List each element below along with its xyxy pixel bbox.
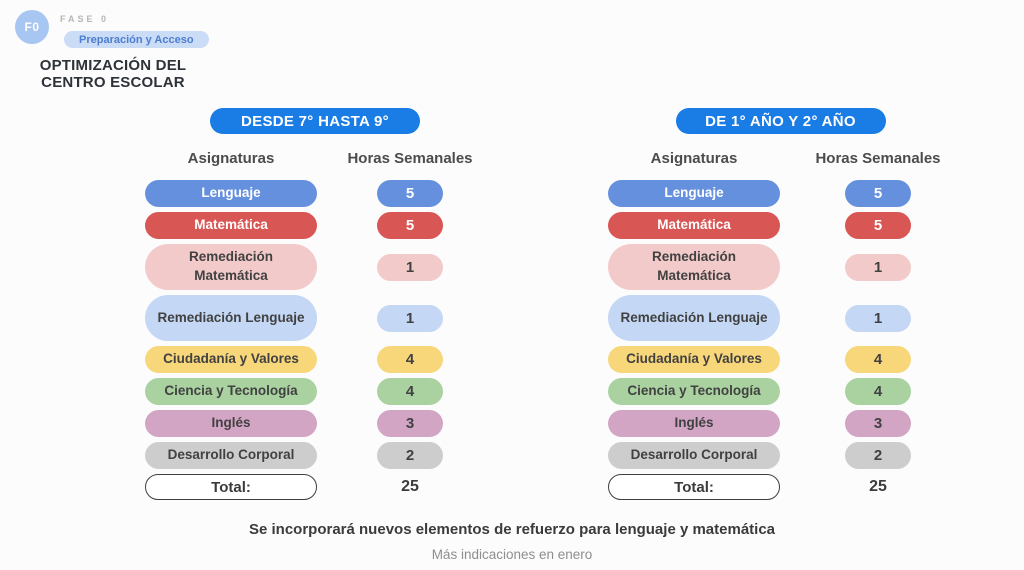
subject-pill: Lenguaje (145, 180, 317, 207)
column-headers: Asignaturas Horas Semanales (145, 150, 485, 167)
subject-pill: Lenguaje (608, 180, 780, 207)
subject-pill: Ciencia y Tecnología (608, 378, 780, 405)
hours-pill: 3 (377, 410, 443, 437)
table-rows: Lenguaje 5 Matemática 5 Remediación Matemáti… (145, 180, 485, 500)
hours-cell: 3 (335, 410, 485, 437)
subject-pill: Matemática (145, 212, 317, 239)
hours-cell: 5 (335, 212, 485, 239)
hours-pill: 2 (377, 442, 443, 469)
total-value: 25 (869, 478, 887, 495)
table-row: Remediación Lenguaje 1 (608, 295, 953, 341)
total-label-pill: Total: (145, 474, 317, 500)
hours-cell: 5 (803, 180, 953, 207)
hours-cell: 1 (335, 304, 485, 332)
hours-pill: 4 (377, 346, 443, 373)
column-header-asignaturas: Asignaturas (650, 150, 738, 167)
schedule-table-7-to-9: DESDE 7° HASTA 9° Asignaturas Horas Sema… (145, 108, 485, 500)
column-headers: Asignaturas Horas Semanales (608, 150, 953, 167)
total-hours-cell: 25 (335, 478, 485, 496)
hours-cell: 2 (335, 442, 485, 469)
subject-pill: Remediación Matemática (608, 244, 780, 290)
subject-pill: Remediación Lenguaje (608, 295, 780, 341)
total-hours-cell: 25 (803, 478, 953, 496)
subject-pill: Ciencia y Tecnología (145, 378, 317, 405)
table-row: Ciudadanía y Valores 4 (608, 346, 953, 373)
hours-pill: 4 (377, 378, 443, 405)
hours-cell: 4 (335, 346, 485, 373)
hours-pill: 5 (845, 180, 911, 207)
hours-pill: 1 (845, 253, 911, 281)
table-row: Matemática 5 (608, 212, 953, 239)
hours-pill: 1 (377, 253, 443, 281)
column-header-horas-semanales: Horas Semanales (815, 150, 941, 167)
footer-note: Se incorporará nuevos elementos de refue… (248, 521, 776, 538)
subject-pill: Desarrollo Corporal (145, 442, 317, 469)
table-row: Desarrollo Corporal 2 (608, 442, 953, 469)
subject-pill: Inglés (608, 410, 780, 437)
table-header-pill: DESDE 7° HASTA 9° (210, 108, 420, 134)
hours-cell: 1 (335, 253, 485, 281)
subject-pill: Remediación Matemática (145, 244, 317, 290)
hours-cell: 3 (803, 410, 953, 437)
hours-pill: 4 (845, 378, 911, 405)
column-header-horas-semanales: Horas Semanales (347, 150, 473, 167)
table-header-pill: DE 1° AÑO Y 2° AÑO (675, 108, 886, 134)
subject-pill: Inglés (145, 410, 317, 437)
page-title: OPTIMIZACIÓN DEL CENTRO ESCOLAR (28, 57, 198, 91)
hours-pill: 1 (377, 304, 443, 332)
table-row: Remediación Matemática 1 (608, 244, 953, 290)
table-row: Ciencia y Tecnología 4 (608, 378, 953, 405)
hours-cell: 5 (335, 180, 485, 207)
phase-badge: F0 (15, 10, 49, 44)
table-row: Remediación Matemática 1 (145, 244, 485, 290)
hours-cell: 4 (803, 346, 953, 373)
hours-pill: 5 (377, 180, 443, 207)
column-header-asignaturas: Asignaturas (187, 150, 275, 167)
hours-cell: 5 (803, 212, 953, 239)
hours-pill: 3 (845, 410, 911, 437)
hours-pill: 4 (845, 346, 911, 373)
table-row: Ciencia y Tecnología 4 (145, 378, 485, 405)
hours-cell: 2 (803, 442, 953, 469)
hours-pill: 1 (845, 304, 911, 332)
subject-pill: Desarrollo Corporal (608, 442, 780, 469)
table-row: Desarrollo Corporal 2 (145, 442, 485, 469)
schedule-table-1-and-2-year: DE 1° AÑO Y 2° AÑO Asignaturas Horas Sem… (608, 108, 953, 500)
hours-pill: 2 (845, 442, 911, 469)
subject-pill: Ciudadanía y Valores (608, 346, 780, 373)
subject-pill: Ciudadanía y Valores (145, 346, 317, 373)
subject-pill: Remediación Lenguaje (145, 295, 317, 341)
phase-pill: Preparación y Acceso (64, 31, 209, 48)
table-row: Matemática 5 (145, 212, 485, 239)
phase-label: FASE 0 (60, 14, 110, 24)
table-row: Remediación Lenguaje 1 (145, 295, 485, 341)
hours-cell: 4 (803, 378, 953, 405)
page-title-line1: OPTIMIZACIÓN DEL (39, 57, 187, 74)
table-row: Ciudadanía y Valores 4 (145, 346, 485, 373)
subject-pill: Matemática (608, 212, 780, 239)
page-title-line2: CENTRO ESCOLAR (41, 73, 185, 91)
total-value: 25 (401, 478, 419, 495)
table-row: Lenguaje 5 (145, 180, 485, 207)
table-row: Inglés 3 (145, 410, 485, 437)
total-row: Total: 25 (608, 474, 953, 500)
hours-cell: 1 (803, 253, 953, 281)
hours-pill: 5 (377, 212, 443, 239)
hours-pill: 5 (845, 212, 911, 239)
table-row: Inglés 3 (608, 410, 953, 437)
total-row: Total: 25 (145, 474, 485, 500)
table-rows: Lenguaje 5 Matemática 5 Remediación Matemáti… (608, 180, 953, 500)
footer-subnote: Más indicaciones en enero (431, 547, 593, 562)
hours-cell: 1 (803, 304, 953, 332)
total-label-pill: Total: (608, 474, 780, 500)
hours-cell: 4 (335, 378, 485, 405)
table-row: Lenguaje 5 (608, 180, 953, 207)
